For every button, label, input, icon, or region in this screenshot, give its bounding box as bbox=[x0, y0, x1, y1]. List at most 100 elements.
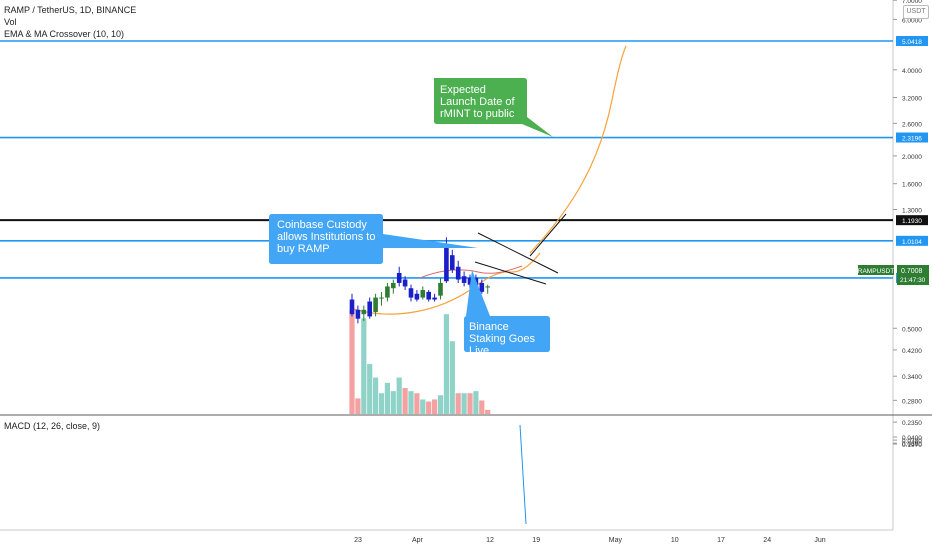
volume-bar bbox=[355, 398, 361, 414]
candle-body[interactable] bbox=[355, 309, 361, 319]
callout-coinbase-text: Coinbase Custody allows Institutions to … bbox=[277, 219, 376, 255]
volume-bar bbox=[461, 393, 467, 414]
legend-volume[interactable]: Vol bbox=[4, 17, 17, 27]
projection-curve[interactable] bbox=[529, 45, 627, 254]
candle-body[interactable] bbox=[361, 309, 367, 315]
volume-bars bbox=[349, 310, 491, 414]
candle-body[interactable] bbox=[444, 244, 449, 282]
volume-bar bbox=[414, 393, 420, 414]
callout-staking-shape bbox=[464, 270, 550, 352]
candle-body[interactable] bbox=[396, 272, 402, 283]
current-price-value: 0.7008 bbox=[901, 268, 923, 275]
volume-bar bbox=[449, 341, 455, 414]
candle-body[interactable] bbox=[408, 288, 414, 298]
candle-body[interactable] bbox=[485, 286, 490, 288]
wedge-upper-line[interactable] bbox=[477, 232, 559, 274]
candle-body[interactable] bbox=[438, 282, 443, 296]
price-tag-label: 1.0104 bbox=[902, 239, 922, 246]
callout-coinbase[interactable] bbox=[269, 214, 478, 264]
drawings[interactable] bbox=[474, 45, 627, 525]
candle-body[interactable] bbox=[391, 282, 396, 289]
volume-bar bbox=[426, 401, 432, 414]
legend-indicator[interactable]: EMA & MA Crossover (10, 10) bbox=[4, 29, 125, 39]
volume-bar bbox=[485, 409, 491, 414]
price-tag-bg bbox=[896, 132, 928, 143]
wedge-lower-line[interactable] bbox=[474, 261, 547, 285]
time-tick-label: May bbox=[609, 537, 623, 544]
price-tick-label: 0.4200 bbox=[902, 348, 922, 355]
volume-bar bbox=[408, 391, 414, 414]
volume-bar bbox=[420, 399, 426, 414]
chart-legend: RAMP / TetherUS, 1D, BINANCE Vol EMA & M… bbox=[4, 4, 136, 40]
volume-bar bbox=[390, 391, 396, 414]
volume-bar bbox=[455, 393, 461, 414]
price-scale[interactable]: 7.0000 6.0000 5.0418 4.0000 3.2000 2.6000 2.31… bbox=[893, 0, 928, 449]
price-tick-label: 3.2000 bbox=[902, 96, 922, 103]
callout-staking[interactable] bbox=[464, 270, 550, 352]
time-tick-label: Apr bbox=[412, 537, 424, 544]
candle-body[interactable] bbox=[450, 255, 455, 270]
candle-body[interactable] bbox=[420, 290, 426, 298]
candle-body[interactable] bbox=[461, 276, 467, 283]
candle-body[interactable] bbox=[402, 279, 408, 287]
candle-body[interactable] bbox=[349, 299, 355, 315]
price-tag-bg bbox=[896, 36, 928, 47]
volume-bar bbox=[373, 377, 379, 414]
candle-body[interactable] bbox=[414, 293, 420, 300]
ma-line bbox=[419, 265, 523, 279]
currency-badge[interactable]: USDT bbox=[903, 5, 929, 19]
price-tick-label: 7.0000 bbox=[902, 0, 922, 5]
candle-body[interactable] bbox=[373, 297, 378, 312]
time-tick-label: 24 bbox=[763, 537, 771, 544]
macd-tick-label: 0.0400 bbox=[902, 435, 922, 442]
volume-bar bbox=[467, 393, 473, 414]
volume-bar bbox=[349, 310, 355, 414]
candle-body[interactable] bbox=[426, 291, 431, 300]
ema-ma-crossover-line bbox=[349, 252, 541, 315]
volume-bar bbox=[473, 391, 479, 414]
price-tag-label: 2.3196 bbox=[902, 136, 922, 143]
current-price-badge bbox=[897, 265, 929, 285]
callout-launch-shape bbox=[434, 78, 553, 137]
volume-bar bbox=[396, 377, 402, 414]
price-tick-label: 1.6000 bbox=[902, 182, 922, 189]
time-tick-label: 10 bbox=[671, 537, 679, 544]
time-tick-label: 23 bbox=[354, 537, 362, 544]
price-tick-label: 0.3400 bbox=[902, 374, 922, 381]
time-tick-label: 17 bbox=[717, 537, 725, 544]
volume-bar bbox=[443, 314, 449, 414]
candle-body[interactable] bbox=[379, 297, 384, 299]
candlesticks[interactable] bbox=[349, 237, 490, 324]
breakout-arrow-line[interactable] bbox=[529, 213, 567, 257]
time-axis[interactable]: 23 Apr 12 19 May 10 17 24 Jun bbox=[354, 537, 826, 544]
callout-launch-text: Expected Launch Date of rMINT to public bbox=[440, 84, 515, 120]
volume-bar bbox=[384, 382, 390, 414]
candle-body[interactable] bbox=[367, 301, 372, 317]
candle-body[interactable] bbox=[479, 282, 485, 292]
legend-symbol[interactable]: RAMP / TetherUS, 1D, BINANCE bbox=[4, 5, 137, 15]
macd-legend[interactable]: MACD (12, 26, close, 9) bbox=[4, 421, 101, 431]
price-tick-label: 0.2800 bbox=[902, 398, 922, 405]
volume-bar bbox=[479, 400, 485, 414]
price-tick-label: 2.6000 bbox=[902, 121, 922, 128]
price-tag-bg bbox=[896, 235, 928, 246]
horizontal-levels[interactable] bbox=[0, 40, 893, 279]
symbol-badge bbox=[858, 265, 894, 275]
time-tick-label: 12 bbox=[486, 537, 494, 544]
time-tick-label: Jun bbox=[814, 537, 825, 544]
symbol-badge-label: RAMPUSDT bbox=[858, 268, 895, 275]
price-tick-label: 4.0000 bbox=[902, 68, 922, 75]
price-tick-label: 0.1970 bbox=[902, 442, 922, 449]
callout-launch[interactable] bbox=[434, 78, 553, 137]
candle-body[interactable] bbox=[385, 286, 390, 298]
price-tick-label: 6.0000 bbox=[902, 17, 922, 24]
volume-bar bbox=[432, 399, 438, 414]
candle-body[interactable] bbox=[432, 297, 437, 300]
candle-body[interactable] bbox=[467, 277, 473, 285]
current-price-marker: RAMPUSDT 0.7008 21:47:30 bbox=[858, 265, 929, 285]
candle-body[interactable] bbox=[455, 266, 461, 280]
volume-bar bbox=[402, 388, 408, 414]
price-tick-label: 0.2350 bbox=[902, 420, 922, 427]
